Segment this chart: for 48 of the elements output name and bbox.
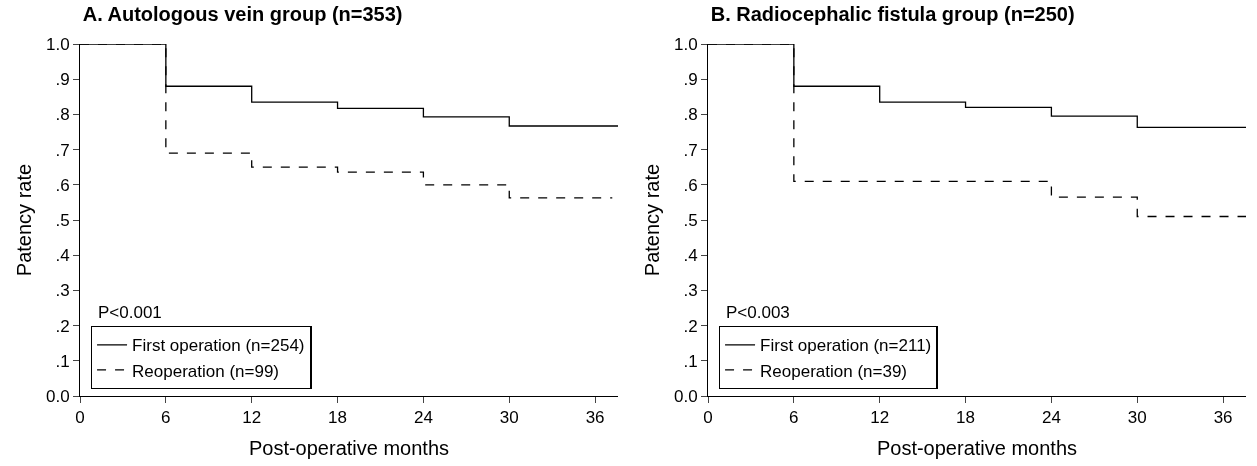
legend-label: Reoperation (n=99) (132, 361, 280, 381)
y-tick-label: .7 (683, 140, 698, 160)
legend-label: First operation (n=211) (760, 336, 932, 356)
y-tick-label: .4 (683, 246, 698, 266)
y-tick-label: .3 (55, 281, 70, 301)
y-tick-label: 1.0 (673, 34, 698, 54)
x-tick-label: 12 (242, 408, 262, 428)
x-axis-title: Post-operative months (876, 436, 1078, 459)
y-tick-label: .9 (683, 70, 698, 90)
y-tick-label: .2 (55, 316, 70, 336)
chart-title: A. Autologous vein group (n=353) (82, 2, 403, 25)
y-tick-label: 1.0 (45, 34, 70, 54)
y-tick-label: .8 (683, 105, 698, 125)
y-tick-label: .5 (55, 210, 70, 230)
x-tick-label: 12 (870, 408, 890, 428)
x-tick-label: 24 (413, 408, 433, 428)
y-tick-label: .8 (55, 105, 70, 125)
x-tick-label: 18 (328, 408, 348, 428)
x-tick-label: 36 (1213, 408, 1233, 428)
x-tick-label: 24 (1041, 408, 1061, 428)
y-tick-label: .6 (55, 175, 70, 195)
x-tick-label: 30 (499, 408, 519, 428)
y-tick-label: .7 (55, 140, 70, 160)
x-axis-title: Post-operative months (248, 436, 450, 459)
y-tick-label: .6 (683, 175, 698, 195)
y-tick-label: .4 (55, 246, 70, 266)
y-tick-label: 0.0 (673, 386, 698, 406)
chart-title: B. Radiocephalic fistula group (n=250) (710, 2, 1075, 25)
x-tick-label: 6 (789, 408, 799, 428)
y-tick-label: .1 (683, 351, 698, 371)
y-axis-title: Patency rate (641, 163, 664, 277)
x-tick-label: 18 (956, 408, 976, 428)
y-tick-label: .5 (683, 210, 698, 230)
legend-label: Reoperation (n=39) (760, 361, 908, 381)
legend-label: First operation (n=254) (132, 336, 305, 356)
y-tick-label: 0.0 (45, 386, 70, 406)
y-axis-title: Patency rate (13, 163, 36, 277)
y-tick-label: .1 (55, 351, 70, 371)
x-tick-label: 6 (161, 408, 171, 428)
x-tick-label: 0 (75, 408, 85, 428)
y-tick-label: .2 (683, 316, 698, 336)
x-tick-label: 30 (1127, 408, 1147, 428)
x-tick-label: 36 (585, 408, 605, 428)
y-tick-label: .9 (55, 70, 70, 90)
x-tick-label: 0 (703, 408, 713, 428)
annotation: P<0.001 (98, 303, 162, 322)
y-tick-label: .3 (683, 281, 698, 301)
annotation: P<0.003 (726, 303, 790, 322)
